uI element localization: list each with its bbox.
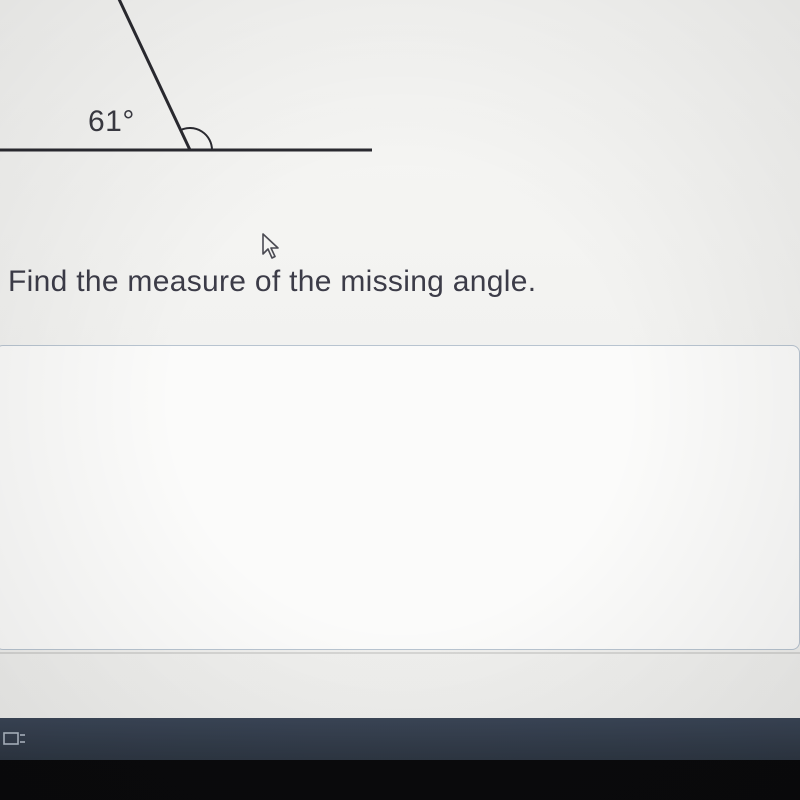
angle-svg [0,0,380,180]
angle-label: 61° [88,105,135,139]
angle-diagram: 61° [0,0,380,180]
answer-input[interactable] [0,345,800,650]
separator-line [0,652,800,654]
bottom-bar [0,760,800,800]
content-area: 61° Find the measure of the missing angl… [0,0,800,720]
mouse-cursor-icon [260,232,282,267]
question-text: Find the measure of the missing angle. [8,265,536,299]
task-view-icon[interactable] [2,726,28,752]
taskbar[interactable] [0,718,800,760]
